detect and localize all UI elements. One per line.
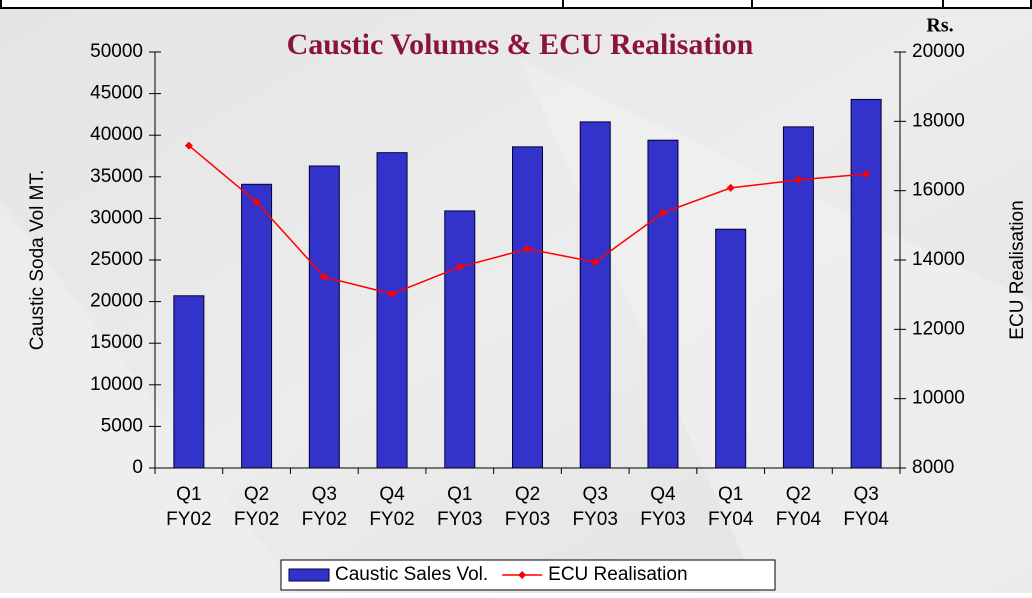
x-tick-label: Q2: [786, 484, 811, 505]
y-tick-label: 40000: [90, 124, 143, 145]
y2-tick-label: 10000: [912, 388, 965, 409]
x-tick-label: Q4: [650, 484, 676, 505]
y-tick-label: 15000: [90, 332, 143, 353]
x-tick-label: FY03: [505, 509, 550, 530]
bar: [715, 228, 747, 469]
legend-label: Caustic Sales Vol.: [335, 564, 488, 585]
x-tick-label: Q3: [853, 484, 878, 505]
bar: [241, 183, 273, 469]
x-tick-label: Q2: [244, 484, 269, 505]
x-tick-label: Q3: [583, 484, 608, 505]
line-marker: [658, 208, 667, 217]
x-tick-label: FY02: [234, 509, 279, 530]
y2-tick-label: 16000: [912, 180, 965, 201]
y-tick-label: 35000: [90, 166, 143, 187]
legend-swatch: [288, 568, 330, 582]
x-tick-label: Q1: [718, 484, 743, 505]
bar: [444, 210, 476, 469]
line-marker: [184, 141, 193, 150]
x-tick-label: Q2: [515, 484, 540, 505]
line-marker: [388, 289, 397, 298]
x-tick-label: FY03: [437, 509, 482, 530]
line-marker: [455, 262, 464, 271]
y-tick-label: 10000: [90, 374, 143, 395]
y2-tick-label: 8000: [912, 457, 954, 478]
y-tick-label: 45000: [90, 83, 143, 104]
x-tick-label: FY02: [302, 509, 347, 530]
y2-tick-label: 14000: [912, 249, 965, 270]
bar: [579, 121, 611, 469]
line-marker: [591, 258, 600, 267]
x-tick-label: Q3: [312, 484, 337, 505]
x-tick-label: FY04: [843, 509, 889, 530]
y-tick-label: 0: [132, 457, 143, 478]
legend-label: ECU Realisation: [548, 564, 687, 585]
line-marker: [794, 175, 803, 184]
x-tick-label: Q1: [176, 484, 201, 505]
line-marker: [862, 170, 871, 179]
x-tick-label: FY04: [776, 509, 822, 530]
bar: [647, 139, 679, 469]
y-tick-label: 20000: [90, 291, 143, 312]
x-tick-label: Q4: [379, 484, 405, 505]
chart-title: Caustic Volumes & ECU Realisation: [287, 28, 754, 61]
y-tick-label: 50000: [90, 41, 143, 62]
line-marker: [523, 244, 532, 253]
y-tick-label: 30000: [90, 207, 143, 228]
y-axis-title: Caustic Soda Vol MT.: [27, 170, 48, 351]
x-tick-label: FY02: [369, 509, 414, 530]
bar: [173, 295, 205, 469]
y2-tick-label: 12000: [912, 318, 965, 339]
x-tick-label: FY03: [640, 509, 685, 530]
legend-swatch: [518, 571, 527, 579]
top-table-row: [0, 0, 1032, 9]
y2-unit: Rs.: [926, 15, 953, 37]
background-decor: [0, 200, 300, 593]
y-tick-label: 25000: [90, 249, 143, 270]
bar: [376, 152, 408, 469]
x-tick-label: FY04: [708, 509, 754, 530]
y2-tick-label: 18000: [912, 110, 965, 131]
y2-tick-label: 20000: [912, 41, 965, 62]
y2-axis-title: ECU Realisation: [1007, 200, 1028, 339]
bar: [512, 146, 543, 469]
bar: [308, 165, 340, 469]
x-tick-label: FY02: [166, 509, 211, 530]
line-marker: [320, 272, 329, 281]
bar: [850, 98, 882, 469]
y-tick-label: 5000: [101, 415, 143, 436]
line-marker: [252, 198, 261, 207]
x-tick-label: FY03: [573, 509, 618, 530]
x-tick-label: Q1: [447, 484, 472, 505]
line-marker: [726, 183, 735, 192]
